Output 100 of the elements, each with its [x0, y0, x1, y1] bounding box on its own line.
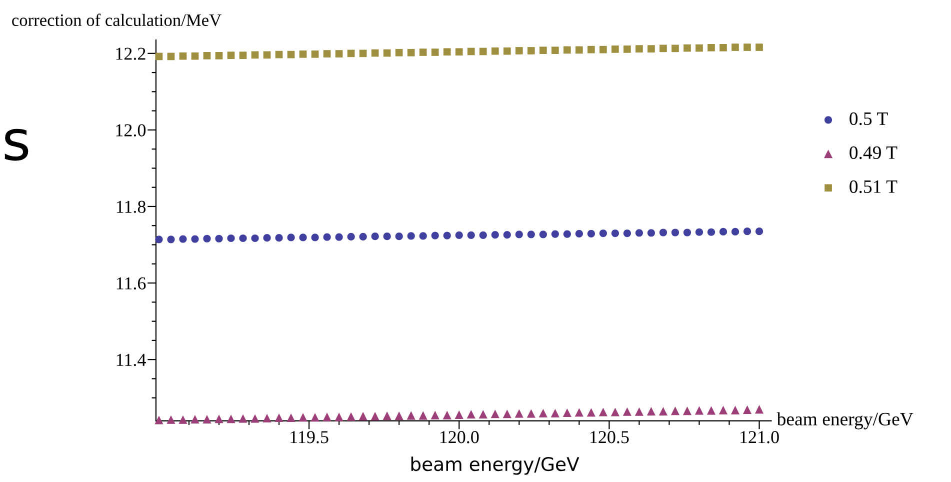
point — [239, 234, 247, 242]
point — [443, 48, 451, 56]
point — [238, 414, 248, 423]
point — [299, 234, 307, 242]
point — [419, 48, 427, 56]
point — [287, 50, 295, 58]
point — [600, 46, 607, 54]
point — [660, 44, 667, 52]
point — [166, 415, 176, 424]
point — [347, 232, 355, 241]
point — [191, 52, 199, 60]
point — [311, 50, 319, 58]
point — [371, 232, 379, 240]
point — [694, 406, 704, 415]
point — [756, 44, 763, 51]
point — [251, 51, 259, 59]
point — [743, 228, 752, 236]
point — [455, 48, 463, 56]
point — [563, 46, 571, 54]
point — [659, 228, 668, 236]
point — [454, 410, 464, 419]
point — [754, 405, 764, 414]
point — [431, 232, 439, 240]
point — [347, 50, 355, 58]
point — [155, 236, 163, 244]
point — [179, 235, 187, 243]
point — [263, 51, 271, 59]
point — [323, 233, 331, 241]
point — [526, 409, 536, 418]
point — [503, 47, 511, 55]
point — [191, 235, 199, 243]
point — [395, 48, 403, 56]
point — [167, 52, 175, 60]
point — [551, 46, 559, 54]
text: s — [4, 128, 28, 161]
y-axis-title: correction of calculation/MeV — [12, 14, 222, 26]
point — [635, 229, 643, 237]
point — [346, 412, 356, 421]
point — [611, 229, 619, 238]
point — [371, 49, 379, 57]
point — [383, 232, 391, 240]
point — [610, 408, 620, 416]
point — [720, 44, 727, 52]
point — [731, 228, 740, 236]
point — [503, 230, 511, 239]
text: beam energy/GeV — [411, 456, 580, 475]
point — [226, 414, 236, 424]
point — [478, 410, 488, 419]
point — [491, 230, 499, 239]
point — [455, 231, 463, 239]
x-tick-label: 119.5 — [290, 431, 328, 444]
point — [275, 50, 283, 58]
point — [215, 234, 223, 242]
point — [622, 407, 632, 416]
point — [262, 414, 272, 422]
point — [395, 232, 403, 240]
point — [250, 414, 260, 423]
legend-label: 0.51 T — [850, 180, 898, 194]
point — [563, 230, 571, 238]
point — [670, 406, 680, 416]
point — [755, 228, 764, 236]
point — [538, 408, 548, 418]
point — [551, 230, 559, 238]
point — [588, 46, 595, 54]
point — [154, 416, 164, 424]
point — [382, 412, 392, 420]
point — [612, 46, 619, 53]
point — [479, 231, 487, 239]
point — [383, 49, 391, 57]
point — [718, 406, 728, 414]
point — [696, 44, 703, 52]
x-tick-label: 121.0 — [740, 431, 779, 444]
point — [214, 414, 224, 424]
y-tick-label: 11.8 — [116, 200, 146, 213]
point — [239, 52, 247, 59]
point — [203, 234, 211, 242]
point — [623, 229, 631, 238]
point — [707, 228, 716, 236]
point — [527, 230, 535, 238]
point — [598, 408, 608, 416]
point — [466, 410, 476, 419]
point — [732, 44, 739, 51]
point — [287, 234, 295, 242]
y-tick-label: 12.0 — [116, 124, 146, 136]
point — [263, 234, 271, 242]
point — [550, 408, 560, 418]
point — [575, 46, 583, 54]
legend-label: 0.5 T — [850, 112, 888, 126]
point — [358, 412, 368, 420]
point — [742, 405, 752, 414]
point — [359, 232, 367, 241]
point — [562, 408, 572, 418]
point — [744, 44, 751, 51]
point — [491, 47, 499, 55]
point — [430, 410, 440, 420]
point — [227, 52, 235, 59]
point — [323, 50, 331, 58]
legend-label: 0.49 T — [850, 146, 898, 160]
point — [275, 234, 283, 242]
point — [708, 44, 715, 52]
